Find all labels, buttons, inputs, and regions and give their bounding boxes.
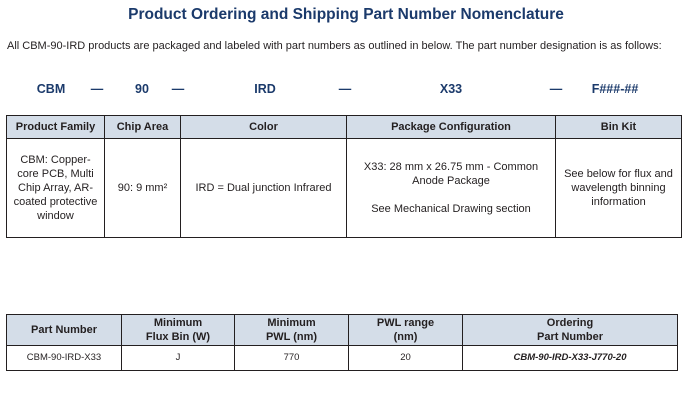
header-min-flux-line1: Minimum	[153, 317, 203, 329]
table-header-row: Part Number Minimum Flux Bin (W) Minimum…	[6, 314, 678, 346]
pn-segment-color: IRD	[254, 82, 276, 96]
package-description: X33: 28 mm x 26.75 mm - Common Anode Pac…	[363, 161, 539, 187]
header-ordering-part-number: Ordering Part Number	[462, 314, 678, 346]
cell-min-flux-bin: J	[121, 345, 235, 371]
header-package-configuration: Package Configuration	[346, 115, 556, 139]
header-min-pwl-line1: Minimum	[267, 317, 316, 329]
pn-segment-bin-kit: F###-##	[591, 82, 639, 96]
header-ordering-line2: Part Number	[536, 331, 604, 343]
intro-text: All CBM-90-IRD products are packaged and…	[7, 40, 662, 52]
cell-bin-kit: See below for flux and wavelength binnin…	[555, 138, 682, 238]
cell-min-pwl: 770	[234, 345, 349, 371]
header-min-pwl: Minimum PWL (nm)	[234, 314, 349, 346]
cell-package-configuration: X33: 28 mm x 26.75 mm - Common Anode Pac…	[346, 138, 556, 238]
pn-segment-package: X33	[439, 82, 463, 96]
pn-segment-chip-area: 90	[135, 82, 149, 96]
header-pwl-range-line2: (nm)	[393, 331, 418, 343]
pn-separator: —	[549, 82, 563, 96]
header-color: Color	[180, 115, 347, 139]
header-pwl-range: PWL range (nm)	[348, 314, 463, 346]
header-product-family: Product Family	[6, 115, 105, 139]
cell-ordering-part-number: CBM-90-IRD-X33-J770-20	[462, 345, 678, 371]
nomenclature-table: Product Family Chip Area Color Package C…	[6, 115, 682, 238]
pn-segment-family: CBM	[36, 82, 66, 96]
pn-separator: —	[90, 82, 104, 96]
header-bin-kit: Bin Kit	[555, 115, 682, 139]
part-number-designation: CBM — 90 — IRD — X33 — F###-##	[0, 82, 692, 100]
header-chip-area: Chip Area	[104, 115, 181, 139]
cell-part-number: CBM-90-IRD-X33	[6, 345, 122, 371]
header-pwl-range-line1: PWL range	[376, 317, 435, 329]
pn-separator: —	[338, 82, 352, 96]
table-row: CBM: Copper-core PCB, Multi Chip Array, …	[6, 138, 682, 238]
cell-color: IRD = Dual junction Infrared	[180, 138, 347, 238]
header-part-number: Part Number	[6, 314, 122, 346]
table-row: CBM-90-IRD-X33 J 770 20 CBM-90-IRD-X33-J…	[6, 345, 678, 371]
cell-chip-area: 90: 9 mm²	[104, 138, 181, 238]
header-min-flux-bin: Minimum Flux Bin (W)	[121, 314, 235, 346]
header-min-pwl-line2: PWL (nm)	[265, 331, 318, 343]
header-min-flux-line2: Flux Bin (W)	[145, 331, 211, 343]
table-header-row: Product Family Chip Area Color Package C…	[6, 115, 682, 139]
package-drawing-note: See Mechanical Drawing section	[371, 203, 531, 215]
cell-product-family: CBM: Copper-core PCB, Multi Chip Array, …	[6, 138, 105, 238]
pn-separator: —	[171, 82, 185, 96]
header-ordering-line1: Ordering	[546, 317, 594, 329]
page-title: Product Ordering and Shipping Part Numbe…	[128, 6, 564, 23]
cell-pwl-range: 20	[348, 345, 463, 371]
ordering-table: Part Number Minimum Flux Bin (W) Minimum…	[6, 314, 678, 371]
